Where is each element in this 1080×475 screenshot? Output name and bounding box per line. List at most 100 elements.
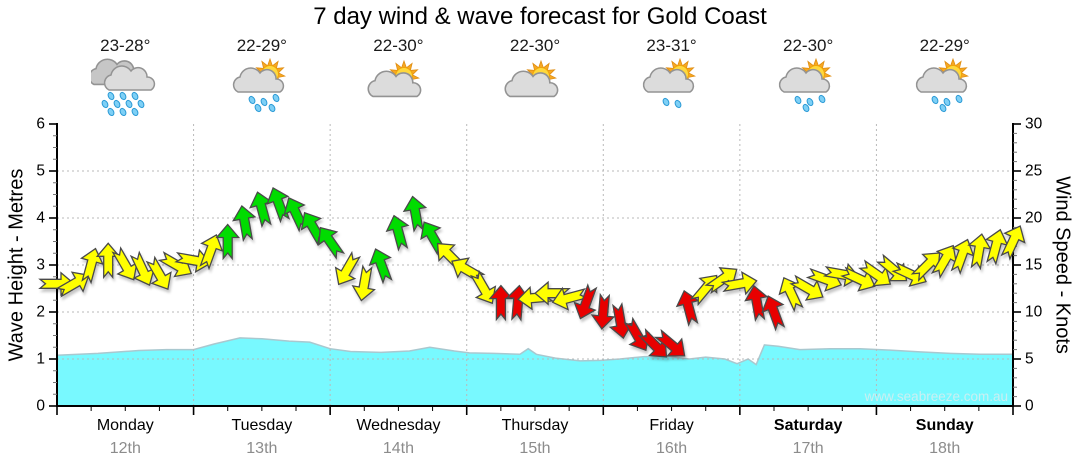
wind-arrow (334, 250, 362, 286)
watermark: www.seabreeze.com.au (864, 389, 1008, 404)
cloud-icon (232, 67, 284, 93)
wind-arrow (145, 255, 172, 290)
forecast-day-sunday: 22-29° (897, 36, 993, 121)
wind-arrow (573, 283, 598, 320)
wind-arrow (174, 248, 212, 274)
raindrop-icon (119, 91, 127, 101)
day-label-friday: Friday (649, 417, 694, 434)
svg-text:0: 0 (1025, 398, 1034, 415)
wind-arrow (761, 295, 786, 332)
svg-text:15: 15 (1025, 257, 1042, 274)
wind-arrow (368, 248, 393, 285)
left-axis-label: Wave Height - Metres (5, 168, 28, 362)
wind-arrow (778, 276, 804, 313)
wind-arrow (590, 292, 616, 330)
wind-arrow (451, 257, 486, 284)
raindrop-icon (131, 91, 139, 101)
day-label-thursday: Thursday (501, 417, 569, 434)
raindrop-icon (119, 107, 127, 117)
svg-text:10: 10 (1025, 304, 1043, 321)
raindrop-icon (272, 93, 280, 103)
cloud-icon (367, 70, 422, 98)
wind-arrow (1000, 225, 1026, 261)
axes: 0 1 2 3 4 5 6 0 5 10 15 20 25 30 (36, 116, 1043, 415)
weather-icon-partly-cloudy (487, 58, 583, 121)
forecast-day-friday: 23-31° (624, 36, 720, 121)
weather-icon-sun-shower (214, 57, 310, 121)
day-label-tuesday: Tuesday (231, 417, 293, 434)
raindrop-icon (137, 99, 145, 109)
cloud-icon (504, 70, 559, 98)
date-label-17th: 17th (792, 440, 824, 457)
chart-title: 7 day wind & wave forecast for Gold Coas… (313, 3, 767, 30)
raindrop-icon (260, 97, 268, 107)
svg-text:4: 4 (36, 210, 45, 227)
weather-icon-shower (760, 57, 856, 121)
wind-arrow (215, 223, 241, 261)
date-label-15th: 15th (519, 440, 551, 457)
temperature-range: 23-31° (646, 36, 697, 55)
wind-arrow (789, 274, 824, 301)
date-label-16th: 16th (655, 440, 688, 457)
wind-arrow (469, 269, 497, 305)
wind-arrow (402, 195, 428, 233)
forecast-day-tuesday: 22-29° (214, 36, 310, 121)
cloud-icon (778, 67, 831, 93)
svg-text:1: 1 (36, 351, 45, 368)
wind-arrow (967, 233, 992, 271)
wind-arrow (266, 186, 291, 224)
svg-text:30: 30 (1025, 116, 1043, 133)
raindrop-icon (268, 103, 276, 113)
wind-arrow (79, 247, 104, 285)
raindrop-icon (943, 97, 951, 107)
cloud-icon (104, 65, 156, 91)
wind-arrow (283, 196, 309, 233)
wind-arrow (385, 214, 410, 252)
raindrop-icon (662, 97, 669, 107)
svg-text:5: 5 (36, 163, 45, 180)
svg-text:2: 2 (36, 304, 45, 321)
temperature-range: 22-29° (236, 36, 287, 55)
day-label-saturday: Saturday (773, 417, 843, 434)
raindrop-icon (806, 97, 814, 107)
raindrop-icon (939, 103, 947, 113)
temperature-range: 22-30° (783, 36, 834, 55)
raindrop-icon (113, 99, 121, 109)
temperature-range: 22-30° (509, 36, 561, 55)
svg-text:25: 25 (1025, 163, 1042, 180)
wind-arrow (608, 301, 634, 340)
wind-arrows (38, 186, 1026, 358)
wind-arrow (744, 284, 769, 323)
raindrop-icon (818, 94, 826, 104)
wave-height-area (56, 337, 1013, 406)
weather-icon-shower (897, 57, 993, 121)
wind-arrow (351, 264, 376, 302)
date-label-14th: 14th (382, 440, 414, 457)
raindrop-icon (802, 103, 810, 113)
raindrop-icon (107, 107, 115, 117)
raindrop-icon (248, 95, 256, 105)
forecast-day-monday: 23-28° (77, 36, 173, 121)
weather-icon-light-shower (624, 57, 720, 121)
right-axis-label: Wind Speed - Knots (1051, 176, 1074, 354)
wind-arrow (675, 289, 700, 327)
wind-arrow (653, 328, 686, 357)
weather-icon-rain-heavy (77, 58, 173, 121)
wind-arrow (199, 233, 224, 271)
svg-text:20: 20 (1025, 210, 1043, 227)
forecast-day-thursday: 22-30° (487, 36, 583, 121)
raindrop-icon (131, 107, 139, 117)
svg-text:0: 0 (36, 398, 45, 415)
svg-text:3: 3 (36, 257, 45, 274)
date-label-18th: 18th (929, 440, 961, 457)
forecast-day-saturday: 22-30° (760, 36, 856, 121)
day-label-sunday: Sunday (915, 417, 974, 434)
wind-arrow (318, 226, 346, 260)
temperature-range: 22-30° (373, 36, 424, 55)
cloud-icon (642, 67, 694, 93)
svg-text:5: 5 (1025, 351, 1034, 368)
date-label-13th: 13th (246, 440, 278, 457)
svg-text:6: 6 (36, 116, 45, 133)
wind-arrow (720, 271, 758, 296)
